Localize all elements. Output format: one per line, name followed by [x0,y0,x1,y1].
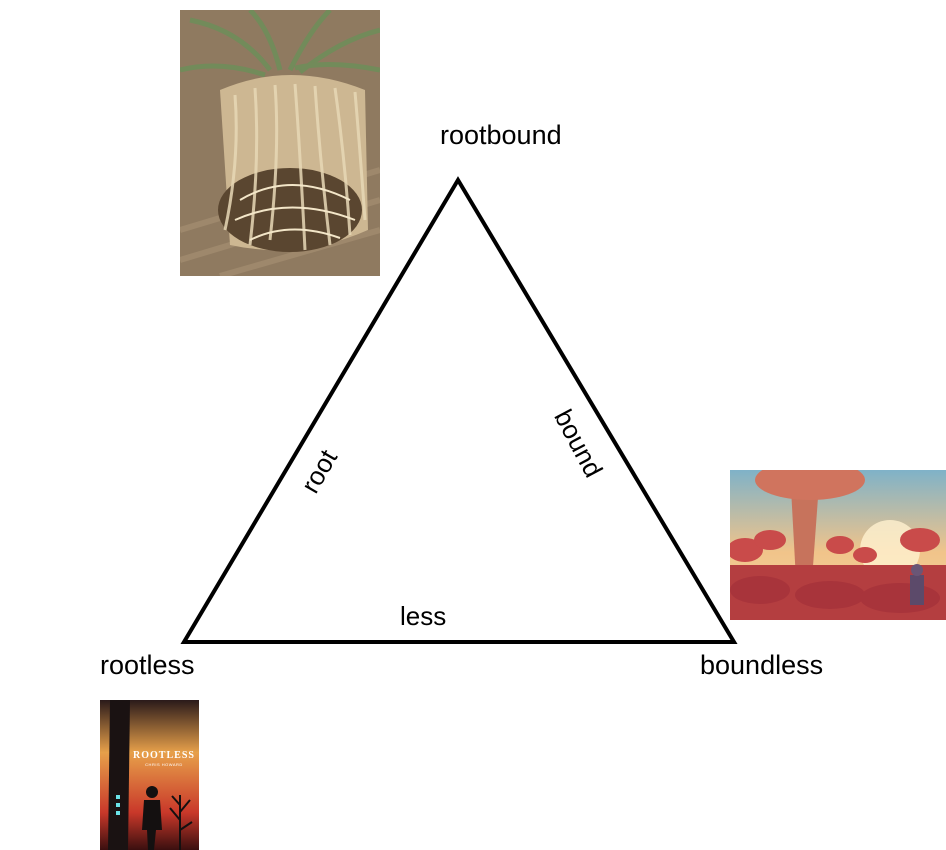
rootbound-photo [180,10,380,276]
vertex-label-rootless: rootless [100,650,195,680]
triangle [180,176,738,644]
vertex-label-boundless: boundless [700,650,824,680]
boundless-photo [730,470,946,620]
book-cover-title: ROOTLESS [133,750,195,761]
rootless-book-cover: ROOTLESS CHRIS HOWARD [100,700,199,850]
vertex-label-rootbound: rootbound [440,120,562,150]
book-cover-author: CHRIS HOWARD [145,762,183,767]
edge-label-less: less [400,601,447,631]
